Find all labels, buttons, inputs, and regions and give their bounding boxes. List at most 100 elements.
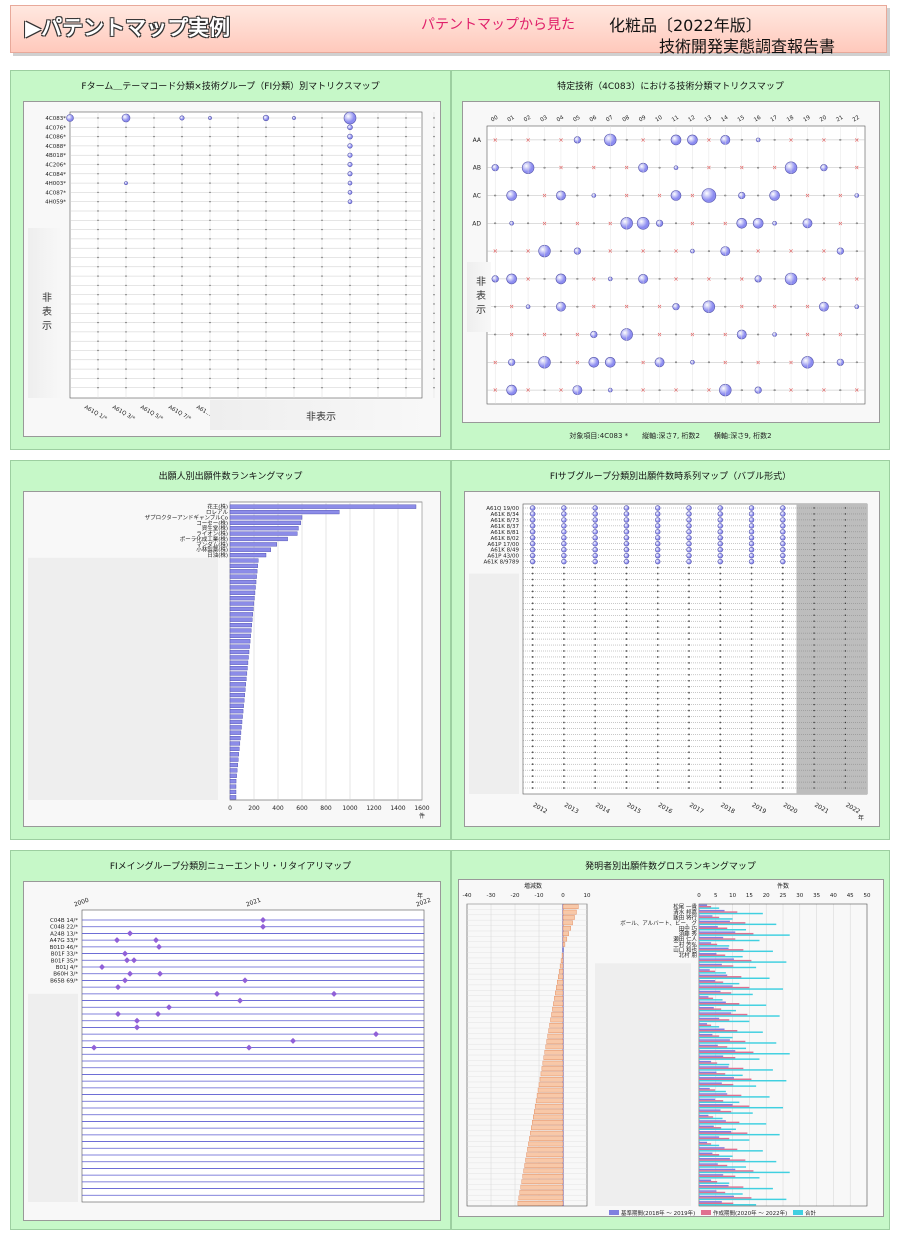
bubble xyxy=(592,511,598,517)
bubble xyxy=(736,218,748,229)
diamond-marker xyxy=(237,997,243,1004)
bubble xyxy=(623,535,630,541)
bubble xyxy=(592,541,598,547)
dot xyxy=(209,201,211,203)
diff-tick-label: -40 xyxy=(463,893,472,899)
bar-base-period xyxy=(699,1195,734,1198)
dot xyxy=(688,596,690,599)
dot xyxy=(813,727,815,730)
dot xyxy=(237,247,239,249)
dot xyxy=(563,644,565,646)
bar-total xyxy=(699,982,740,985)
dot xyxy=(625,769,628,772)
x-tick-label: 22 xyxy=(852,115,861,124)
bar-current-period xyxy=(699,1191,726,1194)
bar xyxy=(229,768,238,773)
dot xyxy=(265,349,267,352)
dot xyxy=(125,201,127,203)
dot xyxy=(844,727,847,730)
x-tick-label: 1400 xyxy=(390,805,405,812)
dot xyxy=(377,182,379,184)
dot xyxy=(688,638,690,640)
dot xyxy=(349,275,351,277)
dot xyxy=(153,284,155,287)
count-tick-label: 25 xyxy=(780,893,787,899)
dot xyxy=(719,584,722,587)
dot xyxy=(209,284,211,287)
diamond-marker xyxy=(246,1044,252,1051)
bar-base-period xyxy=(699,1131,732,1133)
dot xyxy=(97,284,99,287)
bar xyxy=(229,757,239,762)
dot xyxy=(688,679,690,682)
bar xyxy=(229,649,250,655)
dot xyxy=(594,620,597,623)
dot xyxy=(844,680,847,682)
right-axis-label: 件数 xyxy=(777,882,789,890)
dot xyxy=(237,163,239,166)
bar-current-period xyxy=(699,1197,752,1199)
dot xyxy=(563,721,565,724)
dot xyxy=(531,715,534,718)
bar-base-period xyxy=(699,1060,712,1063)
dot xyxy=(844,763,847,765)
dot xyxy=(97,135,99,138)
dot xyxy=(594,638,597,640)
dot xyxy=(781,727,784,730)
bar-current-period xyxy=(699,1078,752,1080)
dot xyxy=(656,709,659,712)
bar xyxy=(229,622,252,628)
dot xyxy=(321,145,323,147)
chart-frame: 00 01 02 03 04 05 06 07 08 09 10 11 12 13 14 15 16 17 18 19… xyxy=(462,101,880,423)
bar-current-period xyxy=(699,1008,722,1010)
bar-total xyxy=(699,1117,723,1120)
dot xyxy=(181,238,183,240)
diamond-marker xyxy=(127,930,133,937)
dot xyxy=(563,662,565,664)
dot xyxy=(265,340,267,342)
dot xyxy=(656,679,659,682)
bar-total xyxy=(699,1058,760,1060)
dot xyxy=(750,757,753,760)
dot xyxy=(293,387,295,389)
bubble xyxy=(343,111,357,125)
diff-bar xyxy=(550,1017,564,1023)
dot xyxy=(656,578,659,581)
dot xyxy=(781,697,784,700)
dot xyxy=(433,135,435,138)
dot xyxy=(153,275,155,277)
bar-total xyxy=(699,923,777,926)
bar-current-period xyxy=(699,1003,740,1005)
dot xyxy=(97,349,99,352)
bar-total xyxy=(699,1004,767,1006)
dot xyxy=(563,638,565,640)
dot xyxy=(433,387,435,389)
bar-base-period xyxy=(699,1125,714,1128)
dot xyxy=(594,787,597,789)
dot xyxy=(181,275,183,277)
dot xyxy=(405,359,407,361)
dot xyxy=(719,566,722,569)
dot xyxy=(237,117,239,119)
x-tick-label: 07 xyxy=(605,115,614,124)
x-tick-label: 04 xyxy=(556,115,565,124)
dot xyxy=(405,387,407,389)
bubble xyxy=(748,535,755,541)
bar-current-period xyxy=(699,1143,712,1145)
dot xyxy=(405,294,407,296)
x-tick-label: 2021 xyxy=(813,802,830,816)
bar-current-period xyxy=(699,1186,744,1188)
hidden-y-label: 非表示 xyxy=(467,262,491,332)
diff-bar xyxy=(520,1184,564,1190)
dot xyxy=(153,219,155,221)
diamond-marker xyxy=(166,1004,172,1011)
bar-current-period xyxy=(699,992,732,994)
bar-current-period xyxy=(699,1105,750,1107)
x-tick-label: 200 xyxy=(248,805,260,812)
dot xyxy=(813,733,815,736)
dot xyxy=(237,210,239,212)
dot xyxy=(563,578,565,581)
dot xyxy=(321,135,323,138)
dot xyxy=(531,763,534,766)
dot xyxy=(321,294,323,296)
